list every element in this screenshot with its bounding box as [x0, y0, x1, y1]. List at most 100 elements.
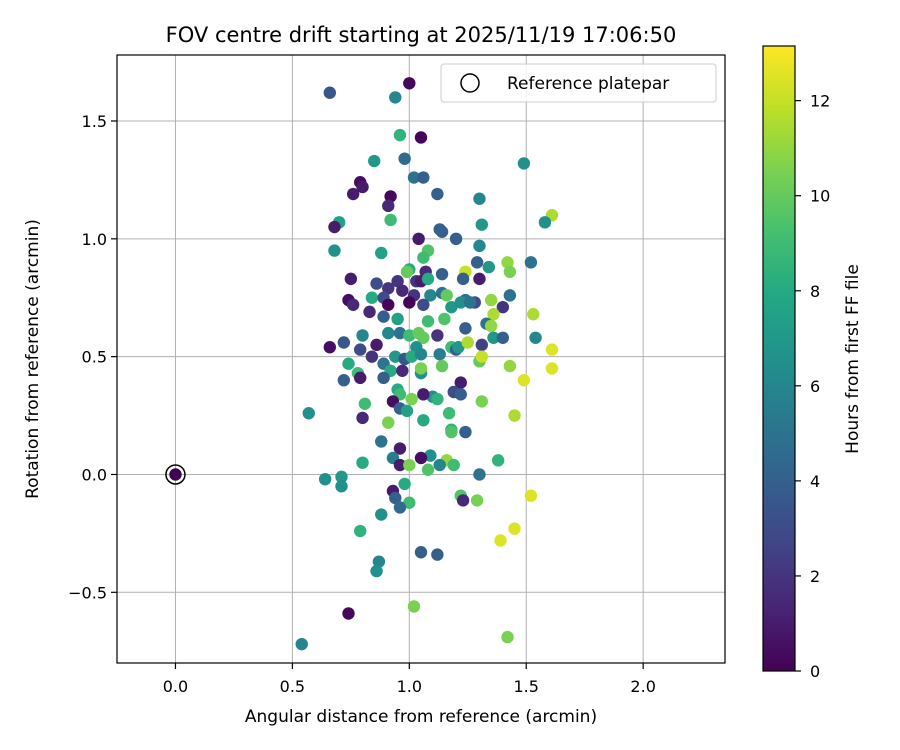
colorbar-tick-label: 4 — [810, 472, 820, 491]
data-point — [454, 376, 467, 389]
data-point — [449, 232, 463, 246]
data-point — [454, 296, 467, 309]
data-point — [438, 312, 451, 326]
reference-marker-group — [165, 464, 186, 485]
legend-marker-icon — [460, 73, 480, 93]
data-point — [403, 329, 416, 342]
data-point — [494, 534, 507, 547]
data-point — [475, 218, 488, 231]
data-point — [417, 298, 430, 311]
data-point — [445, 425, 458, 439]
data-point — [370, 338, 383, 352]
data-point — [524, 489, 538, 502]
data-point — [368, 154, 381, 168]
data-point — [414, 348, 428, 361]
data-point — [337, 336, 351, 349]
plot-frame — [116, 54, 726, 664]
data-point — [484, 319, 498, 333]
data-point — [503, 359, 517, 373]
y-tick-label: 0.5 — [82, 348, 107, 367]
data-point — [433, 458, 446, 472]
data-point — [382, 416, 395, 429]
scatter-points — [295, 77, 559, 651]
data-point — [342, 357, 355, 370]
data-point — [302, 407, 315, 420]
data-point — [354, 343, 367, 356]
data-point — [365, 350, 379, 363]
data-point — [396, 284, 409, 297]
x-axis-label: Angular distance from reference (arcmin) — [245, 707, 597, 727]
y-axis-ticks: −0.5 0.0 0.5 1.0 1.5 — [68, 112, 117, 602]
data-point — [393, 442, 407, 455]
data-point — [517, 374, 531, 387]
data-point — [414, 546, 428, 559]
data-point — [501, 630, 514, 644]
data-point — [503, 265, 517, 279]
data-point — [382, 326, 395, 340]
data-point — [424, 289, 437, 302]
y-tick-label: 0.0 — [82, 465, 107, 484]
data-point — [389, 350, 402, 363]
data-point — [412, 232, 425, 246]
data-point — [384, 190, 397, 203]
data-point — [389, 91, 402, 104]
data-point — [487, 308, 500, 321]
x-tick-label: 1.0 — [397, 677, 422, 696]
data-point — [473, 239, 486, 253]
data-point — [496, 331, 510, 344]
data-point — [424, 449, 437, 462]
data-point — [545, 362, 559, 375]
data-point — [382, 298, 395, 311]
data-point — [393, 501, 407, 514]
data-point — [372, 555, 386, 568]
chart-title: FOV centre drift starting at 2025/11/19 … — [166, 23, 677, 47]
data-point — [363, 305, 376, 319]
data-point — [421, 315, 435, 328]
data-point — [491, 454, 505, 467]
data-point — [545, 343, 559, 356]
colorbar-frame — [762, 45, 796, 672]
data-point — [414, 451, 428, 465]
data-point — [414, 362, 428, 375]
data-point — [382, 199, 395, 213]
data-point — [342, 607, 355, 620]
legend: Reference platepar — [440, 63, 717, 103]
data-point — [475, 350, 488, 363]
data-point — [524, 256, 538, 269]
data-point — [431, 548, 444, 561]
data-point — [431, 329, 444, 342]
data-point — [384, 213, 397, 227]
y-tick-label: 1.5 — [82, 112, 107, 131]
data-point — [365, 291, 379, 304]
data-point — [456, 494, 470, 507]
data-point — [403, 496, 416, 509]
data-point — [421, 463, 435, 476]
y-axis-label: Rotation from reference (arcmin) — [23, 219, 43, 499]
data-point — [417, 414, 430, 427]
data-point — [445, 300, 458, 314]
data-point — [459, 322, 472, 335]
x-tick-label: 2.0 — [630, 677, 655, 696]
data-point — [391, 275, 404, 288]
data-point — [456, 272, 470, 286]
colorbar-tick-label: 10 — [810, 187, 830, 206]
data-point — [370, 564, 383, 578]
data-point — [417, 251, 430, 264]
data-point — [328, 244, 341, 257]
data-point — [435, 359, 449, 373]
data-point — [475, 395, 488, 408]
data-point — [503, 289, 517, 302]
data-point — [370, 277, 383, 290]
data-point — [346, 187, 360, 201]
data-point — [431, 187, 444, 201]
data-point — [396, 364, 409, 377]
data-point — [508, 522, 521, 535]
data-point — [435, 267, 449, 281]
data-point — [501, 256, 514, 269]
data-point — [447, 458, 460, 472]
data-point — [487, 331, 500, 344]
colorbar-ticks: 0 2 4 6 8 10 12 — [795, 92, 830, 681]
data-point — [405, 392, 418, 406]
data-point — [484, 293, 498, 307]
data-point — [403, 77, 416, 90]
